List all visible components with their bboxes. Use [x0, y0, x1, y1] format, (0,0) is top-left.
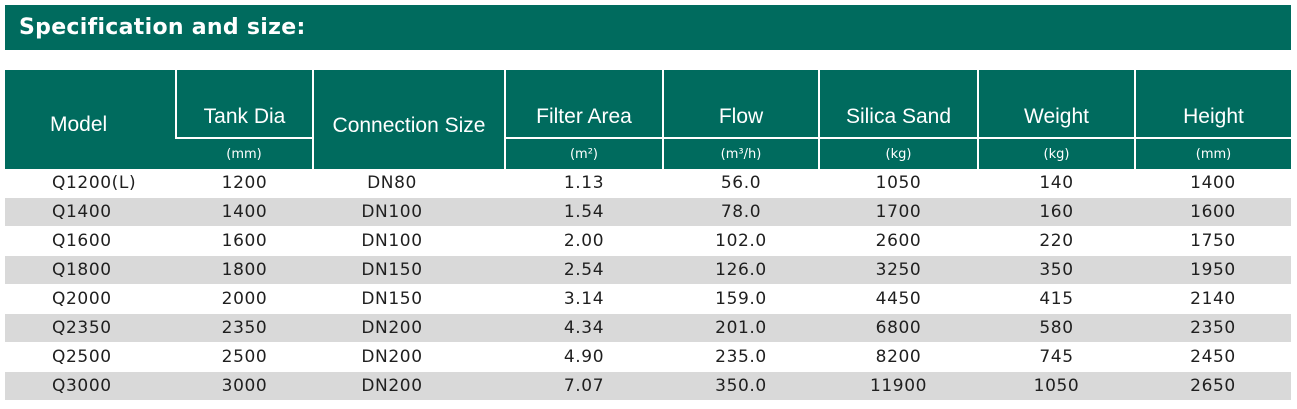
table-row: Q2350 2350 DN200 4.34 201.0 6800 580 235…	[5, 313, 1291, 343]
cell-flow: 56.0	[663, 169, 819, 198]
cell-height: 1750	[1135, 226, 1291, 256]
cell-flow: 78.0	[663, 197, 819, 227]
cell-tank-dia: 1600	[176, 226, 313, 256]
table-row: Q2000 2000 DN150 3.14 159.0 4450 415 214…	[5, 284, 1291, 314]
unit-silica-sand: (kg)	[818, 138, 978, 169]
cell-tank-dia: 1400	[176, 197, 313, 227]
cell-tank-dia: 2500	[176, 342, 313, 372]
header-flow: Flow	[662, 70, 819, 139]
cell-tank-dia: 1200	[176, 169, 313, 198]
cell-connection-size: DN200	[313, 313, 505, 343]
cell-connection-size: DN150	[313, 255, 505, 285]
cell-silica-sand: 1700	[819, 197, 978, 227]
cell-connection-size: DN200	[313, 342, 505, 372]
cell-filter-area: 2.54	[505, 255, 663, 285]
cell-height: 2650	[1135, 371, 1291, 401]
cell-model: Q1600	[5, 226, 176, 256]
cell-filter-area: 4.34	[505, 313, 663, 343]
cell-filter-area: 1.54	[505, 197, 663, 227]
cell-flow: 235.0	[663, 342, 819, 372]
cell-silica-sand: 6800	[819, 313, 978, 343]
cell-connection-size: DN80	[313, 169, 505, 198]
table-row: Q3000 3000 DN200 7.07 350.0 11900 1050 2…	[5, 371, 1291, 401]
unit-flow: (m³/h)	[662, 138, 819, 169]
cell-weight: 350	[978, 255, 1135, 285]
cell-weight: 140	[978, 169, 1135, 198]
cell-weight: 160	[978, 197, 1135, 227]
cell-height: 2450	[1135, 342, 1291, 372]
cell-weight: 220	[978, 226, 1135, 256]
cell-connection-size: DN200	[313, 371, 505, 401]
cell-filter-area: 4.90	[505, 342, 663, 372]
cell-weight: 1050	[978, 371, 1135, 401]
cell-model: Q3000	[5, 371, 176, 401]
header-silica-sand: Silica Sand	[818, 70, 978, 139]
cell-filter-area: 7.07	[505, 371, 663, 401]
cell-weight: 745	[978, 342, 1135, 372]
cell-silica-sand: 8200	[819, 342, 978, 372]
cell-flow: 201.0	[663, 313, 819, 343]
cell-connection-size: DN150	[313, 284, 505, 314]
cell-silica-sand: 4450	[819, 284, 978, 314]
cell-filter-area: 1.13	[505, 169, 663, 198]
cell-flow: 102.0	[663, 226, 819, 256]
table-row: Q1200(L) 1200 DN80 1.13 56.0 1050 140 14…	[5, 169, 1291, 198]
cell-silica-sand: 2600	[819, 226, 978, 256]
header-model: Model	[5, 70, 176, 169]
cell-model: Q1800	[5, 255, 176, 285]
header-row: Model Tank Dia Connection Size Filter Ar…	[5, 70, 1291, 169]
cell-model: Q2000	[5, 284, 176, 314]
cell-flow: 126.0	[663, 255, 819, 285]
cell-model: Q1200(L)	[5, 169, 176, 198]
cell-weight: 580	[978, 313, 1135, 343]
cell-silica-sand: 1050	[819, 169, 978, 198]
table-row: Q1600 1600 DN100 2.00 102.0 2600 220 175…	[5, 226, 1291, 256]
cell-height: 2140	[1135, 284, 1291, 314]
cell-silica-sand: 3250	[819, 255, 978, 285]
cell-filter-area: 2.00	[505, 226, 663, 256]
header-height: Height	[1134, 70, 1291, 139]
cell-flow: 159.0	[663, 284, 819, 314]
cell-model: Q2500	[5, 342, 176, 372]
cell-weight: 415	[978, 284, 1135, 314]
table-row: Q1400 1400 DN100 1.54 78.0 1700 160 1600	[5, 197, 1291, 227]
section-title: Specification and size:	[5, 5, 1291, 50]
unit-height: (mm)	[1134, 138, 1291, 169]
cell-silica-sand: 11900	[819, 371, 978, 401]
header-connection-size: Connection Size	[312, 70, 505, 169]
spec-table: Model Tank Dia Connection Size Filter Ar…	[5, 70, 1291, 401]
header-tank-dia: Tank Dia	[175, 70, 313, 139]
cell-height: 1950	[1135, 255, 1291, 285]
header-filter-area: Filter Area	[504, 70, 663, 139]
cell-model: Q2350	[5, 313, 176, 343]
table-row: Q2500 2500 DN200 4.90 235.0 8200 745 245…	[5, 342, 1291, 372]
cell-height: 1400	[1135, 169, 1291, 198]
cell-tank-dia: 1800	[176, 255, 313, 285]
cell-model: Q1400	[5, 197, 176, 227]
unit-weight: (kg)	[977, 138, 1135, 169]
cell-height: 2350	[1135, 313, 1291, 343]
cell-filter-area: 3.14	[505, 284, 663, 314]
cell-height: 1600	[1135, 197, 1291, 227]
cell-tank-dia: 3000	[176, 371, 313, 401]
unit-row: (mm) (m²) (m³/h) (kg) (kg) (mm)	[5, 138, 1291, 169]
table-row: Q1800 1800 DN150 2.54 126.0 3250 350 195…	[5, 255, 1291, 285]
cell-connection-size: DN100	[313, 197, 505, 227]
cell-tank-dia: 2350	[176, 313, 313, 343]
cell-flow: 350.0	[663, 371, 819, 401]
cell-connection-size: DN100	[313, 226, 505, 256]
unit-tank-dia: (mm)	[176, 138, 313, 169]
cell-tank-dia: 2000	[176, 284, 313, 314]
unit-filter-area: (m²)	[504, 138, 663, 169]
header-weight: Weight	[977, 70, 1135, 139]
